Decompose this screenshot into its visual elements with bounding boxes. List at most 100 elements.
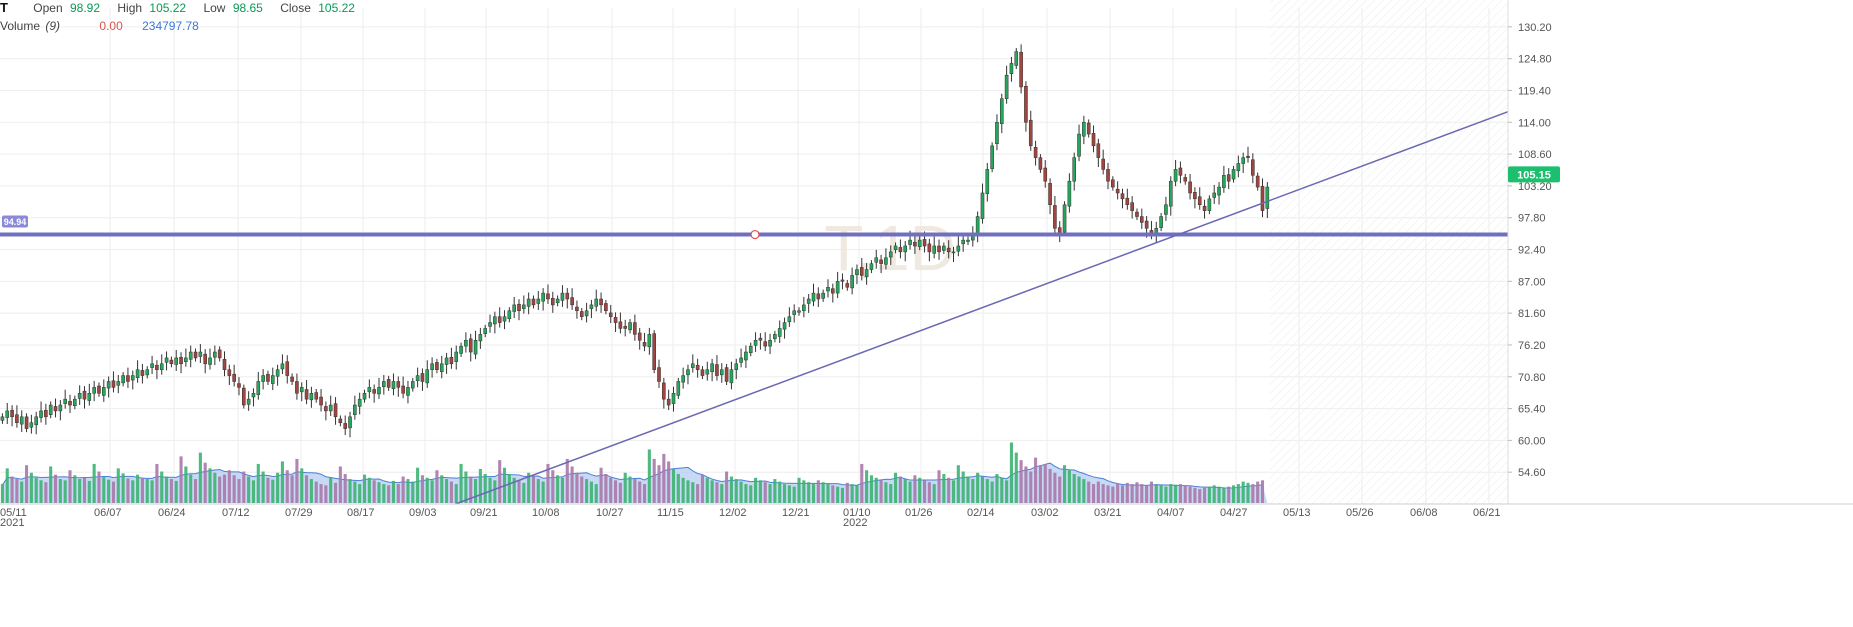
volume-bar bbox=[869, 475, 873, 503]
candle bbox=[1019, 44, 1023, 94]
candle bbox=[546, 284, 550, 305]
volume-bar bbox=[932, 484, 936, 503]
candle bbox=[29, 414, 34, 434]
volume-bar bbox=[295, 458, 299, 503]
volume-bar bbox=[918, 477, 922, 503]
candle bbox=[802, 296, 806, 318]
candle-body bbox=[454, 351, 459, 362]
candle-body bbox=[1053, 205, 1057, 229]
candle-body bbox=[319, 396, 323, 406]
candle bbox=[777, 320, 782, 343]
candle bbox=[483, 324, 487, 338]
candle-body bbox=[401, 385, 405, 394]
candle-body bbox=[729, 369, 734, 384]
candle bbox=[68, 394, 72, 413]
candle-body bbox=[1115, 188, 1120, 194]
candle bbox=[1115, 181, 1120, 200]
price-tick-label: 60.00 bbox=[1518, 435, 1546, 447]
candle bbox=[1125, 188, 1130, 210]
candle bbox=[633, 314, 637, 341]
candle-body bbox=[39, 410, 43, 418]
candle bbox=[739, 348, 743, 368]
candle bbox=[299, 382, 304, 402]
volume-bar bbox=[324, 485, 328, 503]
candle-body bbox=[184, 357, 188, 362]
candle bbox=[961, 233, 965, 252]
candle-body bbox=[560, 292, 565, 301]
candle bbox=[367, 379, 372, 399]
volume-bar bbox=[10, 476, 14, 503]
candle-body bbox=[604, 303, 608, 312]
candle-body bbox=[570, 297, 574, 306]
volume-bar bbox=[87, 480, 91, 503]
price-axis[interactable]: 130.20 124.80 119.40 114.00 108.60 103.20 97.8… bbox=[1507, 0, 1560, 504]
symbol[interactable]: T bbox=[0, 0, 8, 15]
candle-body bbox=[835, 281, 840, 294]
candle bbox=[782, 317, 787, 339]
close-label: Close bbox=[280, 1, 311, 15]
candle bbox=[1251, 153, 1255, 184]
volume-bar bbox=[131, 480, 135, 503]
candle-body bbox=[295, 381, 299, 394]
volume-bar bbox=[474, 479, 478, 503]
volume-bar bbox=[44, 482, 48, 503]
price-tick-label: 97.80 bbox=[1518, 213, 1546, 225]
volume-bar bbox=[203, 462, 207, 503]
volume-bar bbox=[116, 468, 120, 503]
candle bbox=[864, 263, 869, 285]
volume-bar bbox=[696, 484, 700, 503]
volume-bar bbox=[343, 474, 347, 503]
candle bbox=[208, 348, 212, 370]
volume-bar bbox=[222, 474, 227, 503]
time-tick-label: 06/08 bbox=[1410, 507, 1438, 519]
volume-bar bbox=[807, 482, 811, 503]
volume-bar bbox=[729, 476, 733, 503]
volume-bar bbox=[961, 471, 965, 503]
volume-bar bbox=[53, 474, 58, 503]
candle bbox=[1111, 176, 1115, 191]
candle-body bbox=[237, 383, 241, 388]
candle-body bbox=[748, 345, 753, 353]
candle bbox=[338, 415, 343, 427]
volume-bar bbox=[1067, 470, 1071, 503]
high-value: 105.22 bbox=[149, 1, 187, 15]
time-tick-year: 2021 bbox=[0, 517, 24, 529]
candle bbox=[237, 377, 241, 396]
volume-bar bbox=[411, 481, 415, 503]
candle-body bbox=[599, 298, 603, 306]
volume-bar bbox=[889, 484, 893, 503]
candle bbox=[956, 236, 961, 257]
candle bbox=[19, 410, 24, 433]
candle bbox=[1226, 168, 1231, 190]
candle bbox=[859, 258, 864, 281]
volume-bar bbox=[705, 477, 709, 503]
candle bbox=[15, 405, 19, 428]
horizontal-line-handle[interactable] bbox=[750, 229, 760, 240]
trendline[interactable] bbox=[455, 110, 1509, 505]
candle bbox=[1053, 196, 1057, 234]
candle-body bbox=[1222, 175, 1226, 189]
candle bbox=[884, 248, 888, 270]
volume-bar bbox=[314, 481, 318, 503]
volume-bar bbox=[676, 474, 680, 503]
candle-body bbox=[1197, 196, 1202, 206]
candle bbox=[999, 93, 1004, 134]
drawings[interactable]: 94.94 bbox=[0, 110, 1509, 505]
volume-bar bbox=[435, 470, 439, 503]
candle bbox=[980, 183, 985, 224]
candle bbox=[24, 413, 29, 433]
candle-body bbox=[430, 363, 434, 370]
candle bbox=[251, 388, 256, 407]
candle-body bbox=[1135, 211, 1139, 217]
candle-body bbox=[908, 239, 912, 245]
candle bbox=[1197, 187, 1202, 210]
volume-bar bbox=[174, 480, 178, 503]
time-tick-label: 05/11 bbox=[0, 507, 27, 519]
volume-bar bbox=[107, 479, 111, 503]
candle bbox=[188, 345, 193, 368]
volume-bar bbox=[531, 476, 536, 503]
volume-bar bbox=[898, 476, 902, 503]
